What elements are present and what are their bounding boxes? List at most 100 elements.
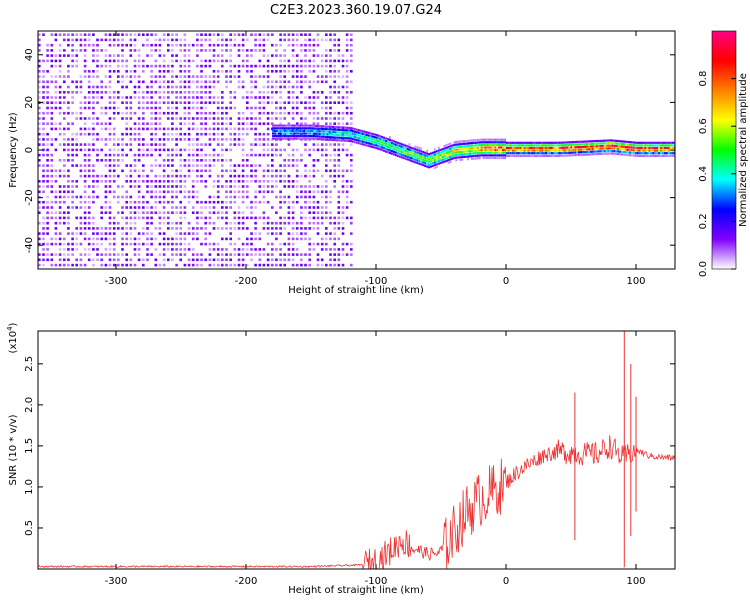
- ridge-cell: [580, 140, 583, 143]
- ridge-cell: [312, 127, 315, 130]
- noise-cell: [104, 185, 108, 188]
- noise-cell: [287, 237, 291, 241]
- noise-cell: [312, 59, 316, 63]
- ridge-cell: [418, 149, 421, 152]
- ridge-cell: [297, 132, 300, 135]
- ridge-cell: [470, 142, 473, 145]
- noise-cell: [283, 80, 286, 84]
- noise-cell: [350, 122, 353, 125]
- ridge-cell: [424, 151, 427, 154]
- ridge-cell: [338, 131, 341, 134]
- noise-cell: [341, 132, 345, 136]
- noise-cell: [42, 91, 45, 94]
- ridge-cell: [414, 148, 417, 151]
- noise-cell: [87, 38, 91, 42]
- noise-cell: [312, 111, 316, 115]
- ridge-cell: [396, 154, 399, 157]
- ridge-cell: [482, 156, 485, 160]
- noise-cell: [67, 153, 70, 157]
- noise-cell: [291, 216, 295, 220]
- ridge-cell: [488, 149, 491, 152]
- ridge-cell: [552, 149, 555, 152]
- y-tick-label: 20: [24, 96, 35, 109]
- noise-cell: [225, 253, 228, 256]
- ridge-cell: [597, 139, 600, 143]
- noise-cell: [287, 122, 291, 125]
- ridge-cell: [595, 139, 598, 143]
- noise-cell: [121, 242, 124, 246]
- noise-cell: [117, 200, 120, 204]
- noise-cell: [212, 153, 216, 157]
- noise-cell: [92, 227, 95, 230]
- noise-cell: [46, 106, 49, 110]
- ridge-cell: [558, 152, 561, 155]
- noise-cell: [337, 190, 341, 194]
- ridge-cell: [453, 143, 456, 146]
- noise-cell: [71, 148, 74, 152]
- noise-cell: [87, 258, 91, 262]
- ridge-cell: [490, 138, 493, 141]
- noise-cell: [304, 28, 307, 31]
- ridge-cell: [642, 146, 645, 150]
- noise-cell: [75, 258, 78, 262]
- noise-cell: [216, 59, 220, 63]
- noise-cell: [333, 153, 336, 157]
- noise-cell: [121, 96, 124, 99]
- noise-cell: [291, 159, 295, 162]
- noise-cell: [237, 54, 241, 57]
- ridge-cell: [539, 149, 542, 152]
- noise-cell: [254, 232, 257, 235]
- noise-cell: [271, 169, 274, 173]
- noise-cell: [137, 195, 141, 199]
- noise-cell: [325, 64, 328, 68]
- noise-cell: [54, 263, 58, 267]
- ridge-cell: [576, 146, 579, 149]
- noise-cell: [275, 153, 278, 157]
- noise-cell: [204, 242, 207, 246]
- noise-cell: [291, 101, 295, 104]
- colorbar-tick-label: 0.0: [698, 261, 709, 277]
- ridge-cell: [554, 146, 557, 150]
- noise-cell: [237, 64, 241, 68]
- noise-cell: [304, 200, 307, 204]
- noise-cell: [121, 143, 124, 146]
- ridge-cell: [410, 159, 413, 162]
- noise-cell: [92, 91, 95, 94]
- noise-cell: [191, 148, 195, 152]
- noise-cell: [183, 122, 187, 125]
- noise-cell: [42, 258, 45, 262]
- noise-cell: [225, 75, 228, 78]
- noise-cell: [241, 85, 245, 89]
- ridge-cell: [396, 152, 399, 155]
- ridge-cell: [660, 141, 663, 144]
- noise-cell: [275, 169, 278, 173]
- ridge-cell: [437, 157, 440, 160]
- noise-cell: [67, 111, 70, 115]
- noise-cell: [63, 96, 66, 99]
- ridge-cell: [580, 143, 583, 146]
- noise-cell: [146, 185, 149, 188]
- noise-cell: [67, 70, 70, 73]
- ridge-cell: [305, 124, 308, 127]
- noise-cell: [117, 195, 120, 199]
- noise-cell: [275, 143, 278, 146]
- noise-cell: [50, 96, 54, 99]
- noise-cell: [337, 174, 341, 178]
- noise-cell: [295, 174, 299, 178]
- noise-cell: [233, 138, 237, 141]
- ridge-cell: [607, 142, 610, 145]
- noise-cell: [262, 263, 266, 267]
- noise-cell: [221, 59, 224, 63]
- noise-cell: [121, 64, 124, 68]
- noise-cell: [108, 153, 112, 157]
- noise-cell: [117, 185, 120, 188]
- noise-cell: [216, 132, 220, 136]
- noise-cell: [196, 54, 199, 57]
- noise-cell: [58, 122, 62, 125]
- noise-cell: [204, 237, 207, 241]
- noise-cell: [92, 70, 95, 73]
- noise-cell: [241, 180, 245, 183]
- noise-cell: [42, 59, 45, 63]
- ridge-cell: [624, 151, 627, 154]
- noise-cell: [100, 180, 103, 183]
